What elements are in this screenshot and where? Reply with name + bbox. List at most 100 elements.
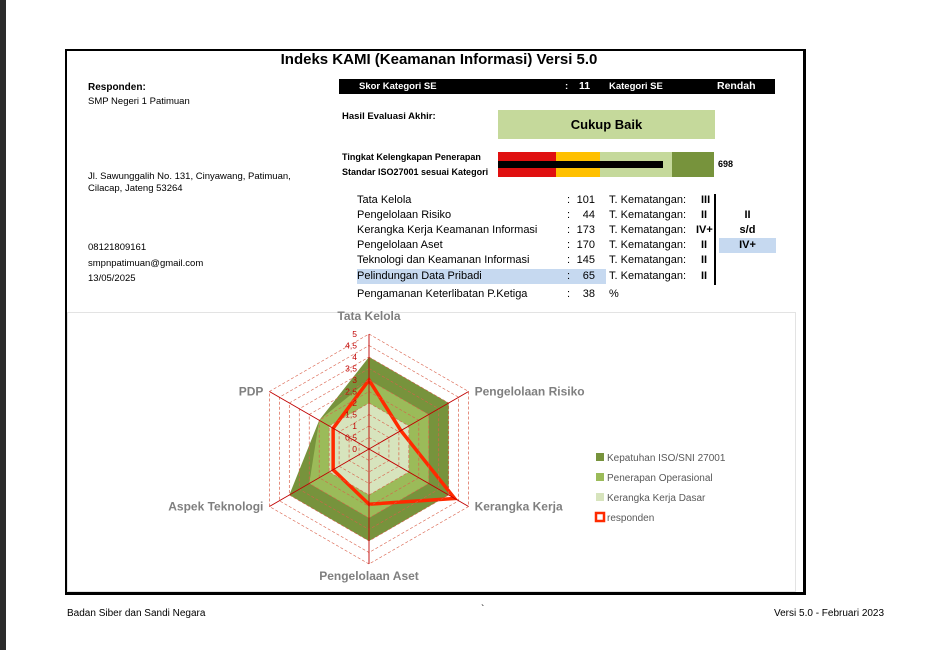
pihak-ketiga-score: 38 [582, 288, 595, 300]
tick-label: 1,5 [345, 410, 357, 420]
footer-mark: ` [481, 604, 485, 615]
tk-label: T. Kematangan: [609, 270, 687, 282]
tk-value-pengelolaan-risiko: II [701, 209, 708, 221]
range-sd: s/d [739, 224, 756, 236]
area-score-kerangka-kerja: 173 [576, 224, 595, 236]
footer-right: Versi 5.0 - Februari 2023 [774, 608, 885, 619]
tick-label: 1 [352, 421, 357, 431]
footer-left: Badan Siber dan Sandi Negara [67, 608, 206, 619]
axis-label: PDP [239, 385, 264, 399]
tick-label: 0 [352, 444, 357, 454]
pihak-ketiga-colon: : [567, 288, 571, 300]
tick-label: 3,5 [345, 364, 357, 374]
tk-label: T. Kematangan: [609, 194, 687, 206]
axis-label: Pengelolaan Risiko [475, 385, 585, 399]
area-score-pengelolaan-aset: 170 [576, 239, 595, 251]
responden-name: SMP Negeri 1 Patimuan [88, 96, 190, 107]
radar-series [289, 357, 459, 541]
area-name-pengelolaan-risiko: Pengelolaan Risiko [357, 209, 452, 221]
page-title: Indeks KAMI (Keamanan Informasi) Versi 5… [280, 51, 598, 68]
kelengkapan-zone-dark [672, 152, 714, 177]
area-score-pdp: 65 [582, 270, 595, 282]
skor-label: Skor Kategori SE [359, 81, 437, 92]
area-score-pengelolaan-risiko: 44 [582, 209, 595, 221]
area-colon: : [567, 239, 571, 251]
axis-label: Kerangka Kerja [475, 500, 563, 514]
kelengkapan-label-2: Standar ISO27001 sesuai Kategori [342, 167, 489, 177]
radar-grid [269, 333, 469, 565]
area-colon: : [567, 254, 571, 266]
tk-value-pengelolaan-aset: II [701, 239, 708, 251]
axis-label: Pengelolaan Aset [319, 569, 419, 583]
legend-swatch [596, 453, 604, 461]
tick-label: 0,5 [345, 433, 357, 443]
axis-label: Aspek Teknologi [168, 500, 263, 514]
area-name-pengelolaan-aset: Pengelolaan Aset [357, 239, 443, 251]
spoke [269, 448, 370, 507]
legend-swatch [596, 473, 604, 481]
area-colon: : [567, 224, 571, 236]
kelengkapan-value: 698 [718, 159, 734, 169]
area-name-tata-kelola: Tata Kelola [357, 194, 412, 206]
radar-legend: Kepatuhan ISO/SNI 27001 Penerapan Operasi… [594, 453, 726, 524]
area-score-tata-kelola: 101 [576, 194, 595, 206]
tk-value-teknologi: II [701, 254, 708, 266]
axis-label: Tata Kelola [337, 309, 400, 323]
spoke [368, 448, 469, 507]
hasil-evaluasi-value: Cukup Baik [498, 110, 715, 139]
window-edge [0, 0, 6, 650]
legend-label: Kepatuhan ISO/SNI 27001 [607, 453, 726, 464]
kategori-label: Kategori SE [609, 81, 663, 92]
pihak-ketiga-unit: % [609, 288, 619, 300]
legend-label: Penerapan Operasional [607, 473, 713, 484]
responden-address-2: Cilacap, Jateng 53264 [88, 183, 183, 194]
tick-label: 5 [352, 329, 357, 339]
spoke [269, 391, 370, 450]
tk-value-tata-kelola: III [701, 194, 711, 206]
tick-label: 3 [352, 375, 357, 385]
responden-date: 13/05/2025 [88, 273, 136, 284]
legend-label: responden [607, 513, 654, 524]
tk-label: T. Kematangan: [609, 254, 687, 266]
legend-label: Kerangka Kerja Dasar [607, 493, 706, 504]
hasil-evaluasi-label: Hasil Evaluasi Akhir: [342, 111, 436, 122]
kelengkapan-label-1: Tingkat Kelengkapan Penerapan [342, 152, 481, 162]
radar-labels: 00,5 11,5 22,5 33,5 44,5 5 Tata Kelola Pengelol… [168, 309, 584, 583]
tick-label: 2 [352, 398, 357, 408]
tk-value-kerangka-kerja: IV+ [696, 224, 713, 236]
responden-email: smpnpatimuan@gmail.com [88, 258, 204, 269]
tick-label: 4,5 [345, 341, 357, 351]
kelengkapan-bar [498, 152, 714, 177]
range-to: IV+ [719, 238, 776, 253]
range-from: II [744, 209, 751, 221]
skor-colon: : [565, 81, 569, 92]
legend-swatch [596, 493, 604, 501]
area-colon: : [567, 194, 571, 206]
skor-value: 11 [579, 80, 591, 92]
tk-label: T. Kematangan: [609, 239, 687, 251]
legend-swatch [594, 511, 606, 523]
report-frame [65, 49, 806, 595]
area-colon: : [567, 270, 571, 282]
tk-divider [714, 194, 716, 285]
chart-area [67, 312, 796, 592]
area-score-teknologi: 145 [576, 254, 595, 266]
tick-label: 4 [352, 352, 357, 362]
responden-label: Responden: [88, 82, 146, 93]
area-name-pdp: Pelindungan Data Pribadi [357, 269, 606, 284]
tk-label: T. Kematangan: [609, 209, 687, 221]
tick-label: 2,5 [345, 387, 357, 397]
area-colon: : [567, 209, 571, 221]
area-name-teknologi: Teknologi dan Keamanan Informasi [357, 254, 530, 266]
kategori-value: Rendah [717, 80, 756, 92]
tk-value-pdp: II [701, 270, 708, 282]
responden-address-1: Jl. Sawunggalih No. 131, Cinyawang, Pati… [88, 171, 291, 182]
pihak-ketiga-name: Pengamanan Keterlibatan P.Ketiga [357, 288, 528, 300]
responden-phone: 08121809161 [88, 242, 147, 253]
kelengkapan-progress [498, 161, 663, 168]
tk-label: T. Kematangan: [609, 224, 687, 236]
skor-kategori-bar: Skor Kategori SE : 11 Kategori SE Rendah [339, 79, 775, 94]
spoke [368, 391, 469, 450]
area-name-kerangka-kerja: Kerangka Kerja Keamanan Informasi [357, 224, 538, 236]
